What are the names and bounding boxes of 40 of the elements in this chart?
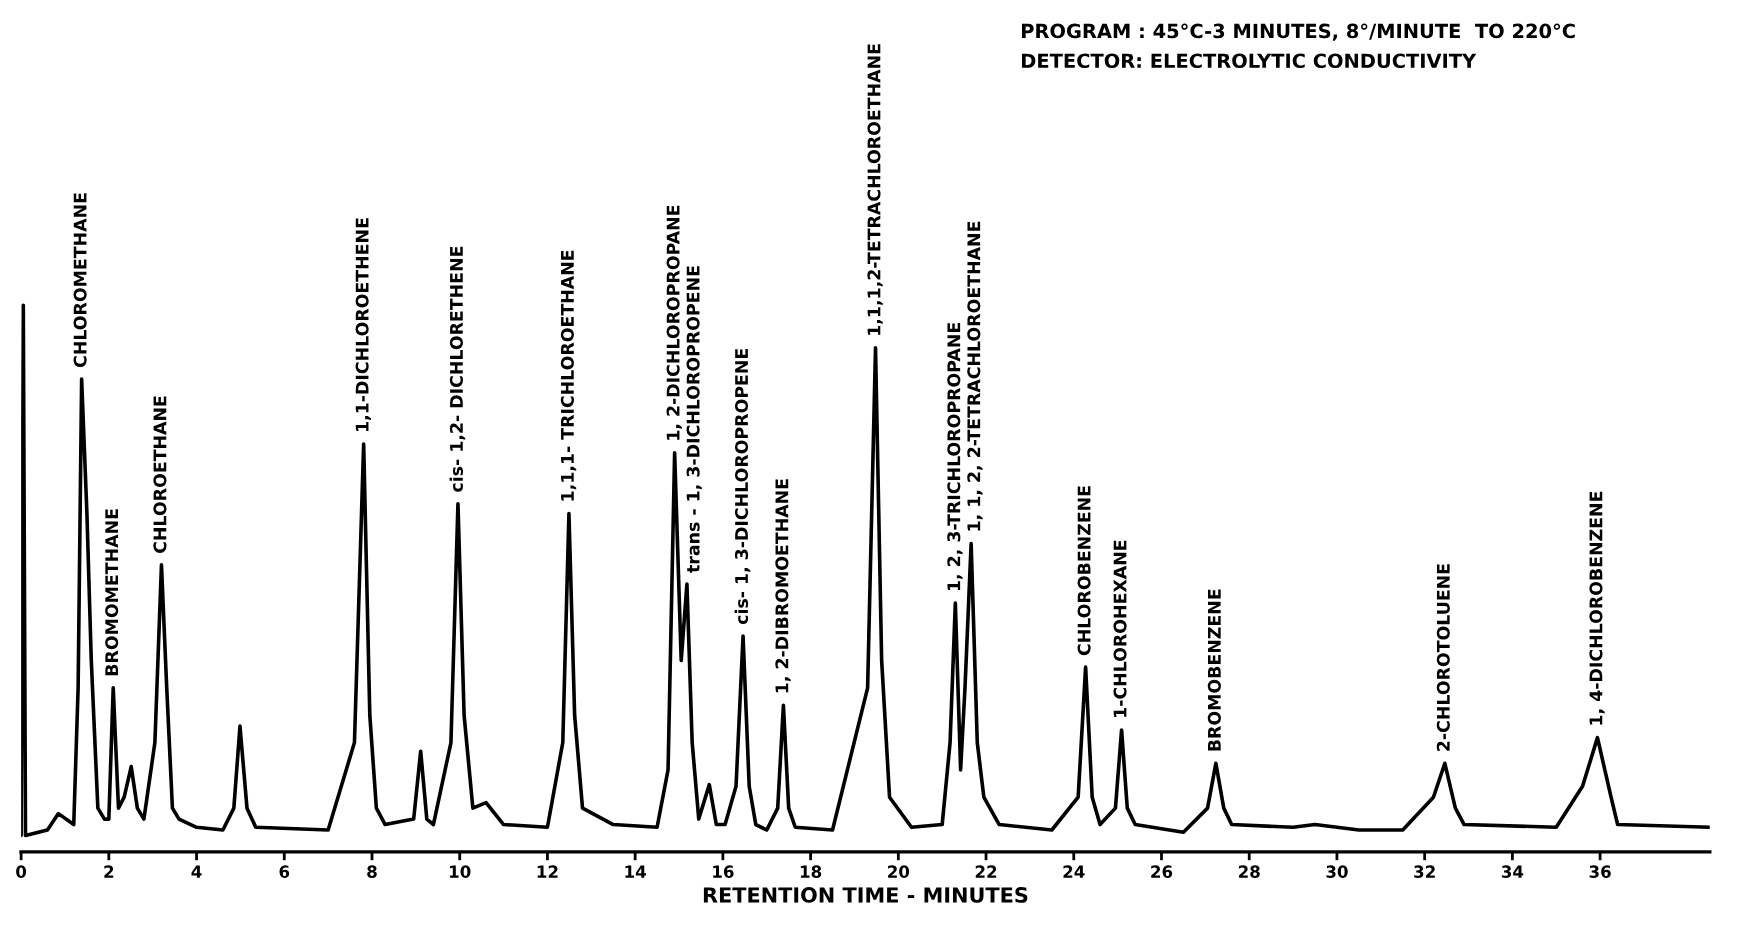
x-tick-label: 34 <box>1501 865 1524 878</box>
x-tick-label: 20 <box>888 865 910 878</box>
text: PROGRAM : 45°C-3 MINUTES, 8°/MINUTE TO 220°C <box>1022 23 1575 41</box>
x-tick-label: 22 <box>975 865 997 878</box>
x-tick-label: 2 <box>104 865 114 878</box>
x-tick-label: 8 <box>367 865 377 878</box>
x-tick-label: 6 <box>279 865 290 878</box>
annotation: 1, 2, 3-TRICHLOROPROPANE <box>947 323 963 591</box>
annotation: 1,1,1,2-TETRACHLOROETHANE <box>867 44 883 335</box>
x-tick-label: 18 <box>800 865 822 878</box>
annotation: BROMOBENZENE <box>1207 589 1221 751</box>
x-tick-label: 32 <box>1414 865 1435 878</box>
x-axis-title: RETENTION TIME - MINUTES <box>703 887 1028 903</box>
x-tick-label: 26 <box>1151 865 1173 878</box>
annotation: CHLOROBENZENE <box>1077 486 1091 656</box>
annotation: 1,1-DICHLOROETHENE <box>355 218 371 432</box>
annotation: 1,1,1- TRICHLOROETHANE <box>560 250 577 501</box>
annotation: 1, 2-DIBROMOETHANE <box>775 479 791 693</box>
annotation: 1-CHLOROHEXANE <box>1113 540 1127 717</box>
x-tick-label: 28 <box>1238 865 1260 878</box>
x-tick-label: 36 <box>1589 865 1611 878</box>
x-tick-label: 0 <box>16 865 27 878</box>
x-tick-label: 30 <box>1326 865 1348 878</box>
annotation: trans - 1, 3-DICHLOROPROPENE <box>686 266 702 573</box>
x-tick-label: 24 <box>1063 865 1085 878</box>
x-tick-label: 10 <box>450 865 471 878</box>
annotation: cis- 1,2- DICHLORETHENE <box>449 246 466 492</box>
annotation: BROMOMETHANE <box>105 509 119 676</box>
x-tick-label: 12 <box>537 865 558 878</box>
x-tick-label: 4 <box>191 865 202 878</box>
x-tick-label: 14 <box>625 865 646 878</box>
annotation: CHLOROETHANE <box>153 396 167 553</box>
annotation: 1, 4-DICHLOROBENZENE <box>1589 491 1605 725</box>
annotation: CHLOROMETHANE <box>73 193 87 368</box>
annotation: 1, 2-DICHLOROPROPANE <box>666 205 682 440</box>
annotation: 2-CHLOROTOLUENE <box>1436 564 1450 751</box>
text: DETECTOR: ELECTROLYTIC CONDUCTIVITY <box>1022 53 1477 69</box>
annotation: cis- 1, 3-DICHLOROPROPENE <box>734 349 751 625</box>
x-tick-label: 16 <box>713 865 734 878</box>
annotation: 1, 1, 2, 2-TETRACHLOROETHANE <box>967 221 983 531</box>
